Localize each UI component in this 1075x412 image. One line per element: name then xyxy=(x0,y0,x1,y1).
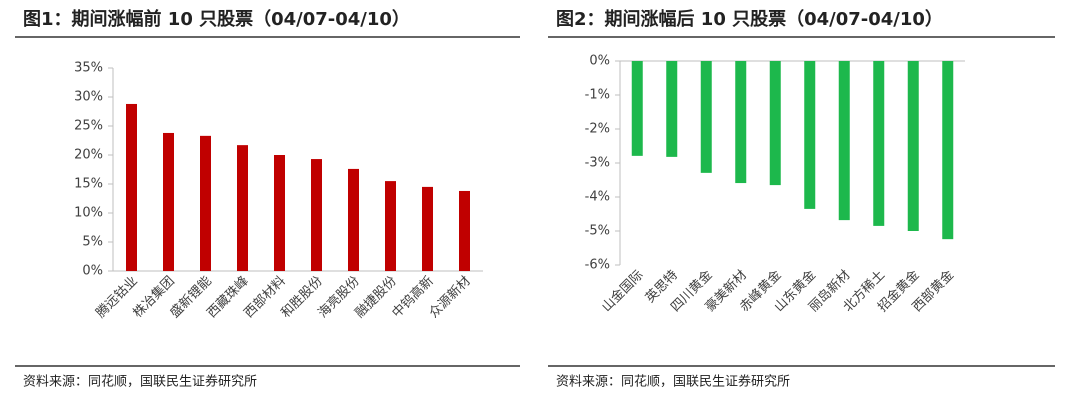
chart-title: 图2：期间涨幅后 10 只股票（04/07-04/10） xyxy=(556,8,943,30)
y-tick-label: -1% xyxy=(585,88,610,103)
bar xyxy=(237,145,248,271)
bar xyxy=(942,61,954,240)
y-tick-label: -6% xyxy=(585,258,610,273)
y-tick-label: 35% xyxy=(74,61,103,76)
y-tick-label: -2% xyxy=(585,122,610,137)
y-tick-label: -3% xyxy=(585,156,610,171)
y-tick-label: -4% xyxy=(585,190,610,205)
y-tick-label: 25% xyxy=(74,119,103,134)
bar xyxy=(735,61,747,184)
bar xyxy=(126,103,137,272)
y-tick-label: 15% xyxy=(74,177,103,192)
x-tick-label: 山金国际 xyxy=(598,267,646,315)
x-tick-label: 众源新材 xyxy=(426,273,474,321)
bar xyxy=(385,181,396,271)
bar xyxy=(700,61,712,173)
bar xyxy=(311,159,322,271)
y-tick-label: 30% xyxy=(74,90,103,105)
y-tick-label: -5% xyxy=(585,224,610,239)
y-tick-label: 0% xyxy=(82,264,103,279)
y-tick-label: 20% xyxy=(74,148,103,163)
y-tick-label: 5% xyxy=(82,235,103,250)
chart-title: 图1：期间涨幅前 10 只股票（04/07-04/10） xyxy=(23,8,410,30)
bar xyxy=(348,168,359,271)
bar xyxy=(666,61,678,157)
bar xyxy=(907,61,919,231)
bar xyxy=(422,186,433,271)
bar xyxy=(200,135,211,271)
y-tick-label: 0% xyxy=(589,54,610,69)
bar xyxy=(838,61,850,221)
bar xyxy=(769,61,781,186)
bar xyxy=(459,190,470,271)
bar xyxy=(873,61,885,226)
bar xyxy=(163,132,174,271)
source-note: 资料来源：同花顺，国联民生证券研究所 xyxy=(556,374,790,390)
bar xyxy=(631,61,643,156)
source-note: 资料来源：同花顺，国联民生证券研究所 xyxy=(23,374,257,390)
y-tick-label: 10% xyxy=(74,206,103,221)
bar xyxy=(274,155,285,271)
bar xyxy=(804,61,816,209)
